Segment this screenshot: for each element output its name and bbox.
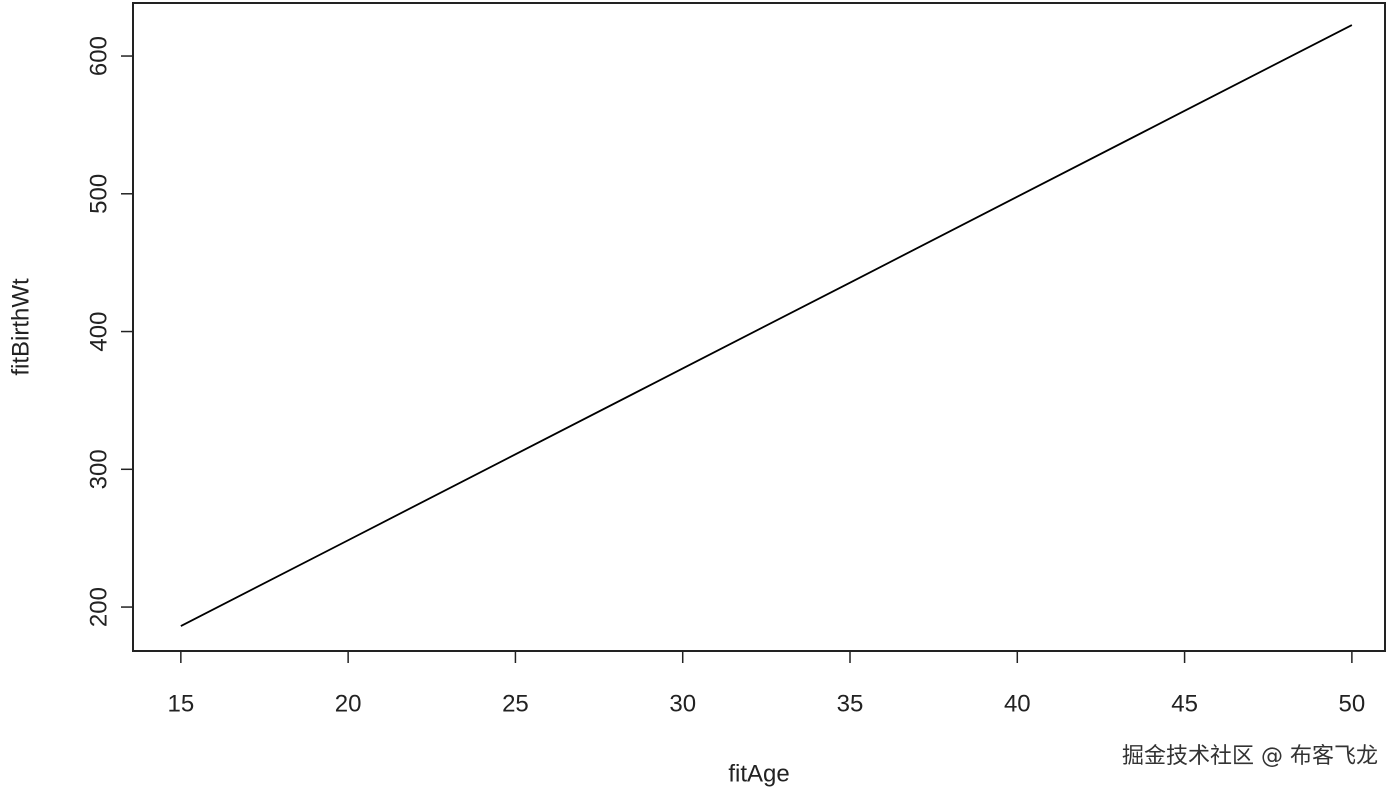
watermark: 掘金技术社区 @ 布客飞龙 [1122,744,1378,769]
x-tick-label: 25 [502,690,529,717]
y-tick-label: 400 [85,312,112,352]
y-tick-label: 200 [85,587,112,627]
x-tick-label: 45 [1171,690,1198,717]
x-tick-label: 30 [669,690,696,717]
x-tick-label: 20 [335,690,362,717]
x-axis-label: fitAge [728,760,789,787]
y-tick-label: 300 [85,449,112,489]
x-tick-label: 35 [837,690,864,717]
x-tick-label: 40 [1004,690,1031,717]
x-tick-label: 15 [167,690,194,717]
y-tick-label: 500 [85,174,112,214]
plot-frame [132,2,1386,652]
y-tick-label: 600 [85,36,112,76]
x-tick-label: 50 [1339,690,1366,717]
y-axis-label: fitBirthWt [7,278,34,376]
data-line [180,24,1353,627]
